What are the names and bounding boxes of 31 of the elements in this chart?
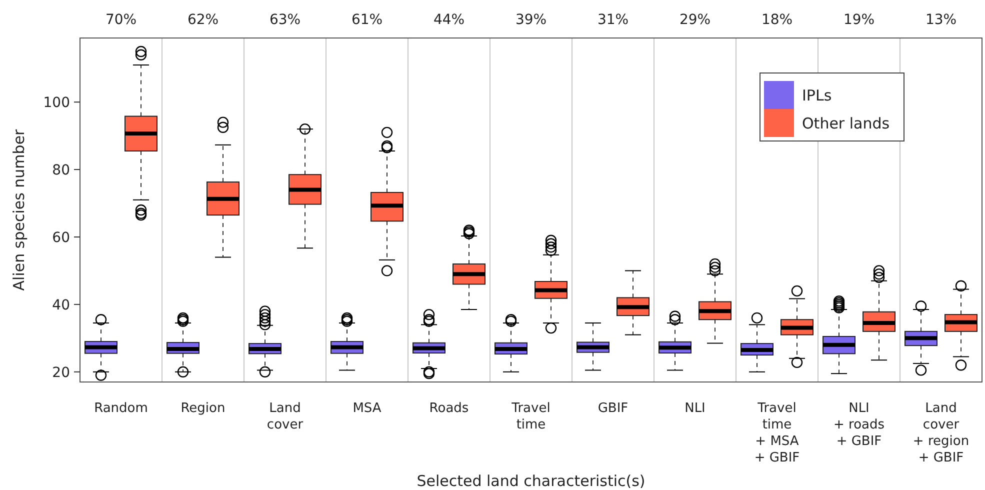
y-tick-label: 100 (43, 94, 70, 111)
text: 29% (679, 12, 711, 28)
y-tick-label: 80 (52, 162, 70, 178)
x-tick-label: NLI (684, 401, 706, 416)
y-axis-title: Alien species number (10, 128, 28, 291)
text: 39% (515, 12, 547, 28)
text: 62% (187, 12, 219, 28)
legend-label: IPLs (802, 86, 832, 104)
text: 61% (351, 12, 383, 28)
x-tick-label: Roads (429, 401, 469, 416)
x-tick-label: Random (94, 401, 148, 416)
x-tick-label: Land cover + region + GBIF (912, 401, 970, 466)
x-tick-label: NLI + roads + GBIF (833, 401, 885, 449)
text: 13% (925, 12, 957, 28)
text: 31% (597, 12, 629, 28)
x-tick-label: MSA (352, 401, 382, 416)
y-tick-label: 40 (52, 297, 70, 314)
text: 63% (269, 12, 301, 28)
x-tick-label: Travel time + MSA + GBIF (754, 401, 800, 466)
x-tick-label: GBIF (598, 401, 628, 416)
text: 18% (761, 12, 793, 28)
x-tick-label: Travel time (510, 401, 550, 432)
y-tick-label: 60 (52, 230, 70, 246)
text: 19% (843, 12, 875, 28)
legend-label: Other lands (802, 114, 890, 132)
text: 70% (105, 12, 137, 28)
y-tick-label: 20 (52, 364, 70, 381)
text: 44% (433, 12, 465, 28)
x-tick-label: Land cover (266, 401, 304, 432)
x-tick-label: Region (180, 401, 226, 416)
x-axis-title: Selected land characteristic(s) (416, 472, 646, 490)
